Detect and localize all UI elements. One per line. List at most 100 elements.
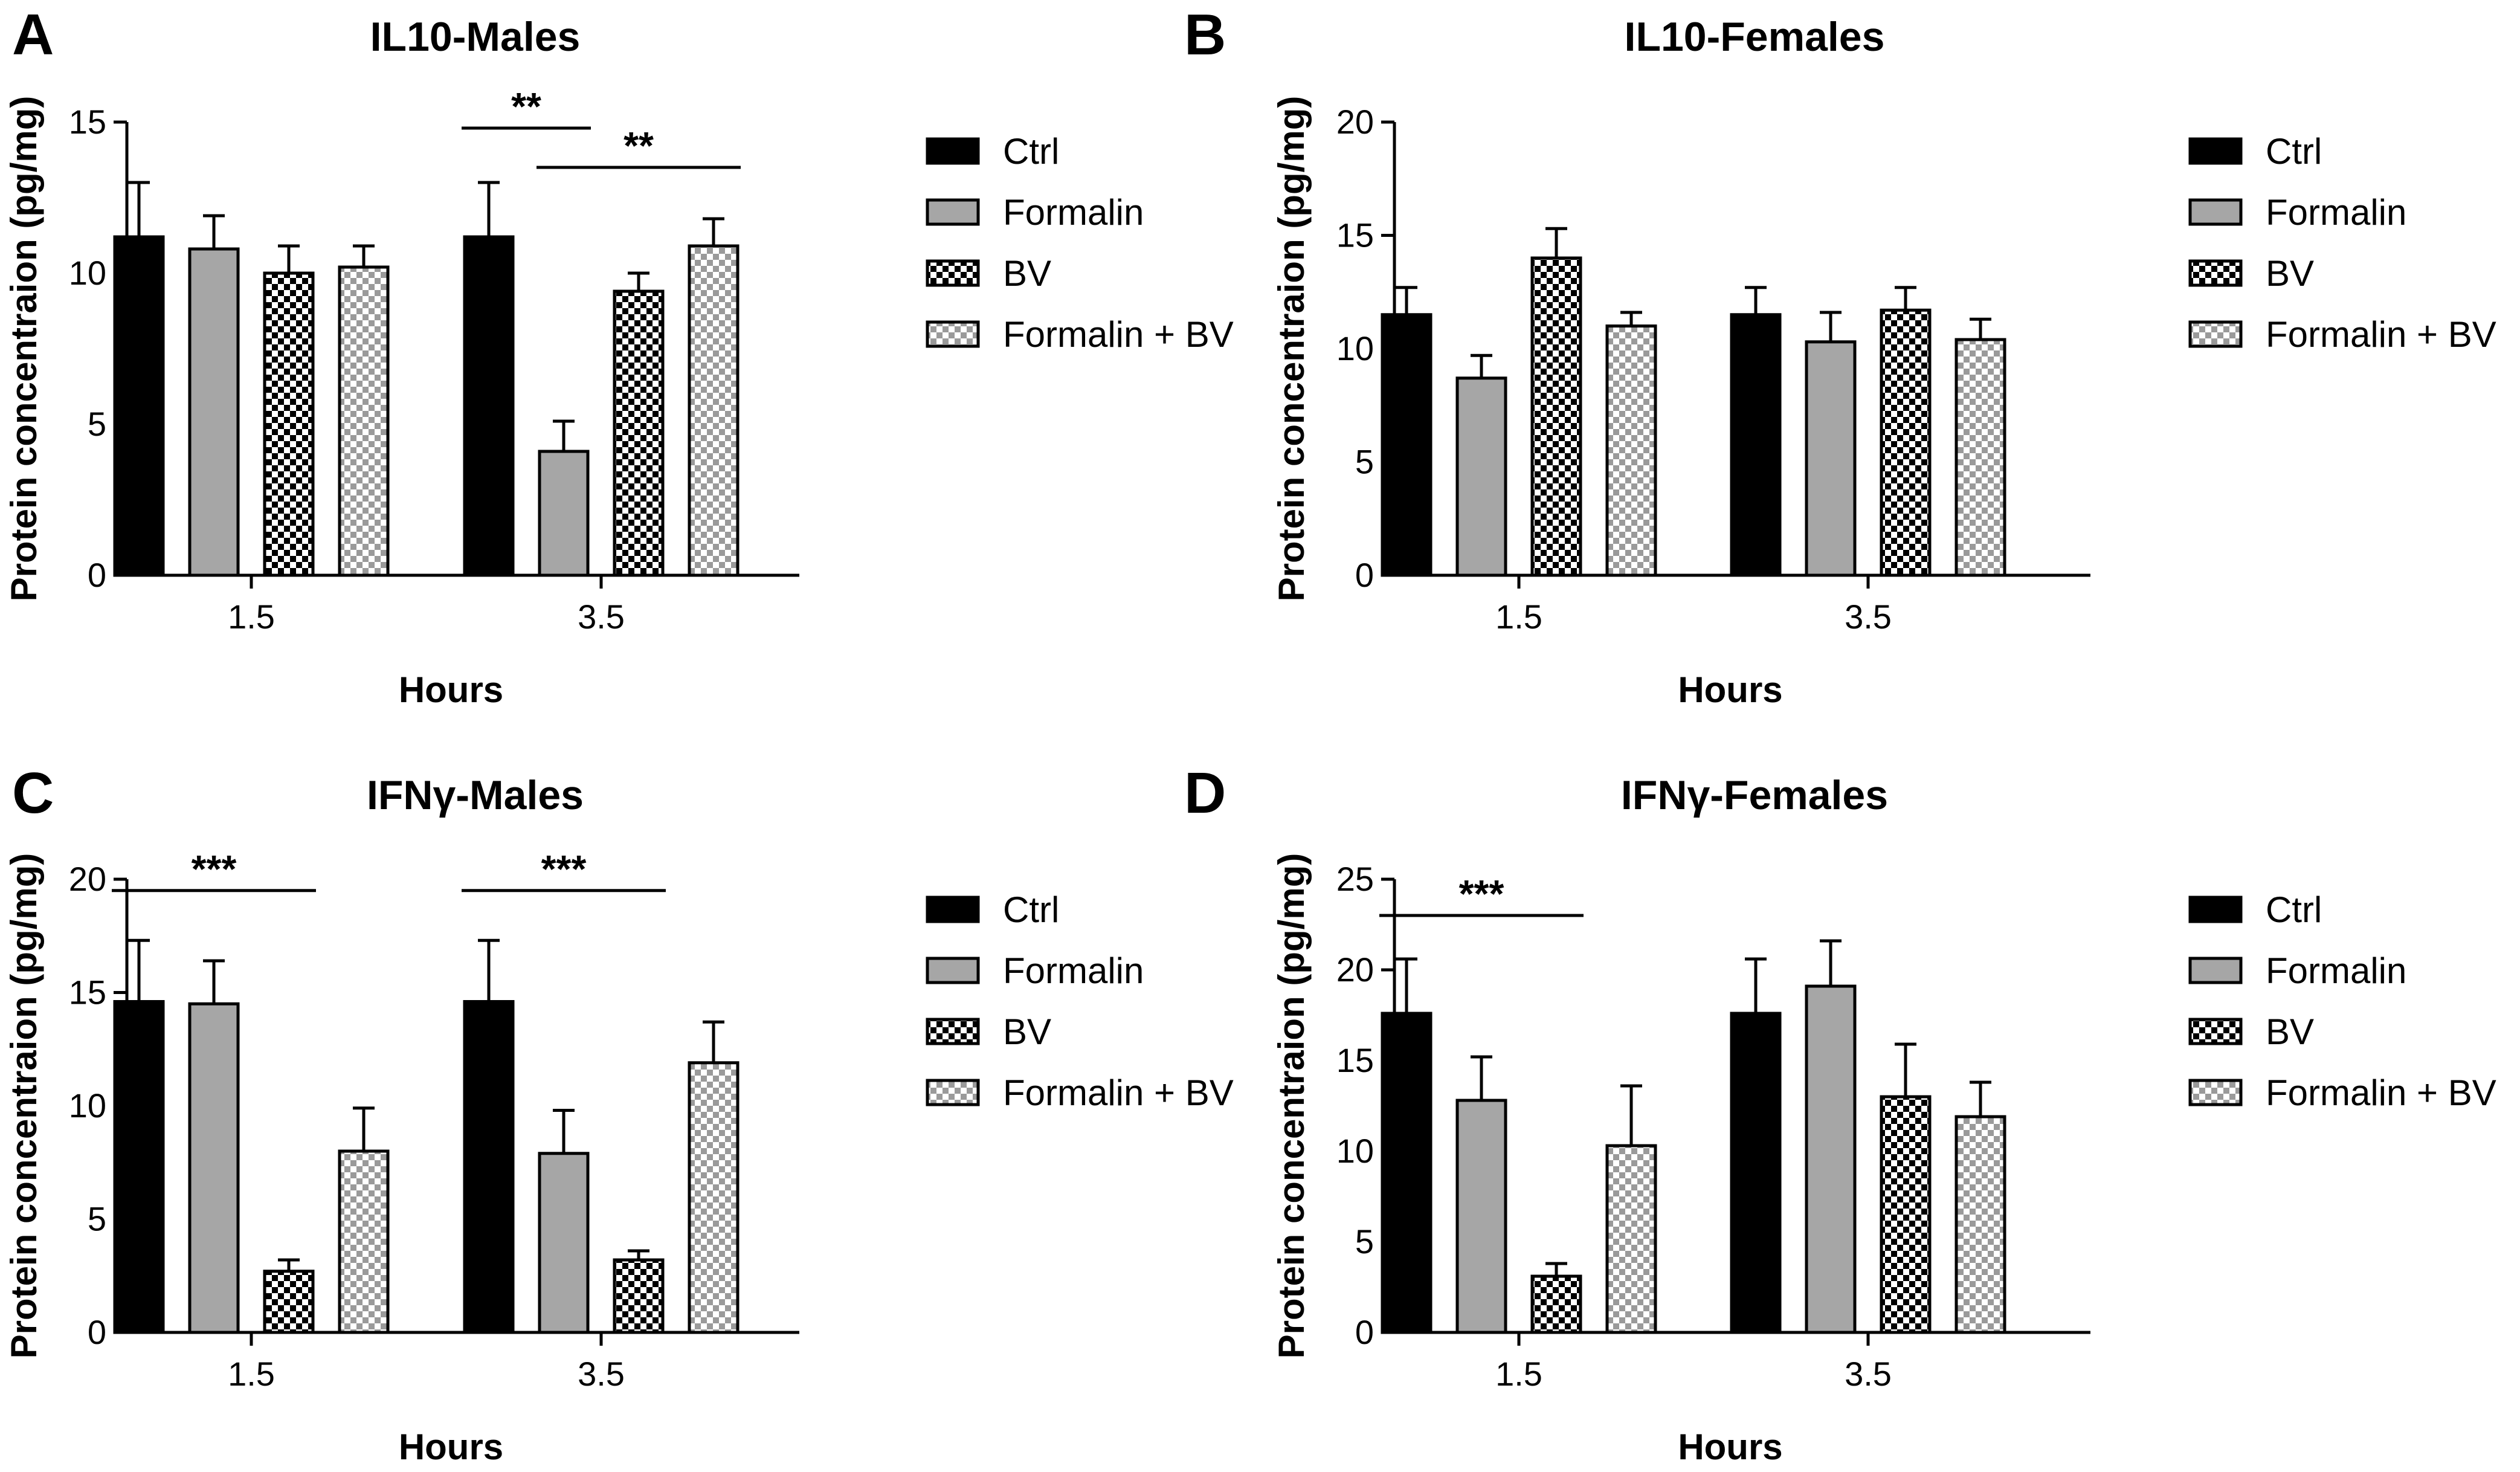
y-tick-label: 20	[1336, 951, 1374, 989]
chart-panel-a: A IL10-Males Protein concentraion (pg/mg) H…	[4, 2, 1234, 710]
bar-bv-1-5	[1530, 1274, 1582, 1334]
y-tick-label: 20	[69, 860, 106, 898]
y-tick-label: 15	[69, 103, 106, 141]
y-tick-label: 5	[88, 405, 106, 443]
bar-bv-1-5	[263, 271, 315, 577]
panels: A IL10-Males Protein concentraion (pg/mg) H…	[4, 2, 2496, 1467]
bar-ctrl-3-5	[463, 235, 515, 577]
chart-panel-d: D IFNγ-Females Protein concentraion (pg/mg…	[1184, 761, 2496, 1467]
x-tick-label: 1.5	[228, 598, 275, 636]
bar-formalin-1-5	[1455, 376, 1507, 577]
bar-bv-3-5	[613, 1258, 665, 1334]
bar-ctrl-3-5	[1730, 313, 1782, 577]
legend-swatch	[926, 1079, 980, 1106]
bar-formalin-bv-1-5	[1605, 324, 1657, 577]
y-tick-label: 0	[1355, 556, 1374, 594]
y-tick-label: 10	[1336, 329, 1374, 367]
bar-bv-3-5	[1880, 308, 1932, 577]
legend-label: Ctrl	[1003, 889, 1059, 930]
y-axis-label: Protein concentraion (pg/mg)	[4, 853, 44, 1359]
chart-panel-b: B IL10-Females Protein concentraion (pg/mg…	[1184, 2, 2496, 710]
y-tick-label: 15	[69, 973, 106, 1012]
x-axis-label: Hours	[1678, 1427, 1782, 1467]
chart-title: IL10-Males	[370, 14, 581, 60]
legend-swatch	[926, 198, 980, 226]
significance-label: ***	[192, 847, 237, 891]
y-axis-label: Protein concentraion (pg/mg)	[1271, 96, 1312, 602]
bar-formalin-3-5	[1805, 340, 1857, 577]
bar-formalin-bv-1-5	[1605, 1144, 1657, 1334]
y-tick-label: 5	[1355, 443, 1374, 481]
x-tick-label: 1.5	[228, 1355, 275, 1393]
legend-label: BV	[1003, 1012, 1051, 1052]
legend-swatch	[926, 1018, 980, 1045]
x-tick-label: 3.5	[578, 598, 625, 636]
legend-swatch	[2188, 198, 2243, 226]
bar-formalin-1-5	[1455, 1099, 1507, 1334]
y-tick-label: 0	[88, 556, 106, 594]
bar-formalin-3-5	[538, 450, 590, 577]
y-tick-label: 10	[69, 1086, 106, 1125]
y-tick-label: 5	[88, 1200, 106, 1238]
y-axis-label: Protein concentraion (pg/mg)	[1271, 853, 1312, 1359]
x-axis-label: Hours	[399, 1427, 503, 1467]
y-tick-label: 15	[1336, 216, 1374, 254]
legend-label: Formalin	[2266, 951, 2406, 991]
legend-swatch	[926, 320, 980, 348]
x-axis-label: Hours	[399, 670, 503, 710]
x-tick-label: 1.5	[1495, 598, 1542, 636]
legend-swatch	[926, 137, 980, 165]
bar-formalin-bv-3-5	[688, 1061, 740, 1334]
y-tick-label: 10	[69, 254, 106, 292]
x-tick-label: 3.5	[1845, 598, 1892, 636]
legend-label: BV	[2266, 1012, 2314, 1052]
y-axis-label: Protein concentraion (pg/mg)	[4, 96, 44, 602]
y-tick-label: 20	[1336, 103, 1374, 141]
legend-swatch	[926, 957, 980, 984]
y-tick-label: 0	[88, 1313, 106, 1351]
x-tick-label: 3.5	[1845, 1355, 1892, 1393]
panel-letter: B	[1184, 2, 1226, 67]
legend-swatch	[926, 259, 980, 287]
legend-label: Formalin + BV	[2266, 1073, 2496, 1113]
chart-title: IFNγ-Males	[367, 772, 584, 818]
bar-ctrl-1-5	[113, 1000, 165, 1334]
bar-formalin-1-5	[188, 247, 240, 577]
legend-label: Ctrl	[1003, 131, 1059, 172]
legend-label: Ctrl	[2266, 889, 2322, 930]
legend-swatch	[926, 896, 980, 923]
bar-formalin-1-5	[188, 1002, 240, 1334]
legend-swatch	[2188, 137, 2243, 165]
significance-label: ***	[541, 847, 587, 891]
bar-formalin-bv-1-5	[338, 1149, 390, 1334]
legend-label: Formalin + BV	[1003, 314, 1234, 355]
chart-title: IFNγ-Females	[1621, 772, 1888, 818]
x-tick-label: 1.5	[1495, 1355, 1542, 1393]
legend-swatch	[2188, 896, 2243, 923]
y-tick-label: 15	[1336, 1041, 1374, 1079]
legend-label: Formalin	[1003, 192, 1144, 233]
bar-formalin-3-5	[538, 1152, 590, 1334]
bar-formalin-3-5	[1805, 984, 1857, 1334]
legend-swatch	[2188, 320, 2243, 348]
legend-swatch	[2188, 259, 2243, 287]
legend-swatch	[2188, 1079, 2243, 1106]
bar-formalin-bv-1-5	[338, 265, 390, 577]
panel-letter: A	[12, 2, 54, 67]
legend-swatch	[2188, 1018, 2243, 1045]
significance-label: **	[511, 85, 541, 128]
bar-ctrl-3-5	[1730, 1012, 1782, 1334]
bar-ctrl-1-5	[1381, 313, 1432, 577]
bar-bv-1-5	[263, 1270, 315, 1334]
bar-ctrl-1-5	[113, 235, 165, 577]
chart-panel-c: C IFNγ-Males Protein concentraion (pg/mg) H…	[4, 761, 1234, 1467]
x-tick-label: 3.5	[578, 1355, 625, 1393]
bar-formalin-bv-3-5	[688, 244, 740, 577]
chart-title: IL10-Females	[1625, 14, 1885, 60]
legend-label: Formalin	[2266, 192, 2406, 233]
legend-label: Formalin	[1003, 951, 1144, 991]
bar-bv-3-5	[613, 289, 665, 577]
legend-label: BV	[1003, 253, 1051, 294]
bar-bv-1-5	[1530, 256, 1582, 577]
panel-letter: C	[12, 761, 54, 825]
